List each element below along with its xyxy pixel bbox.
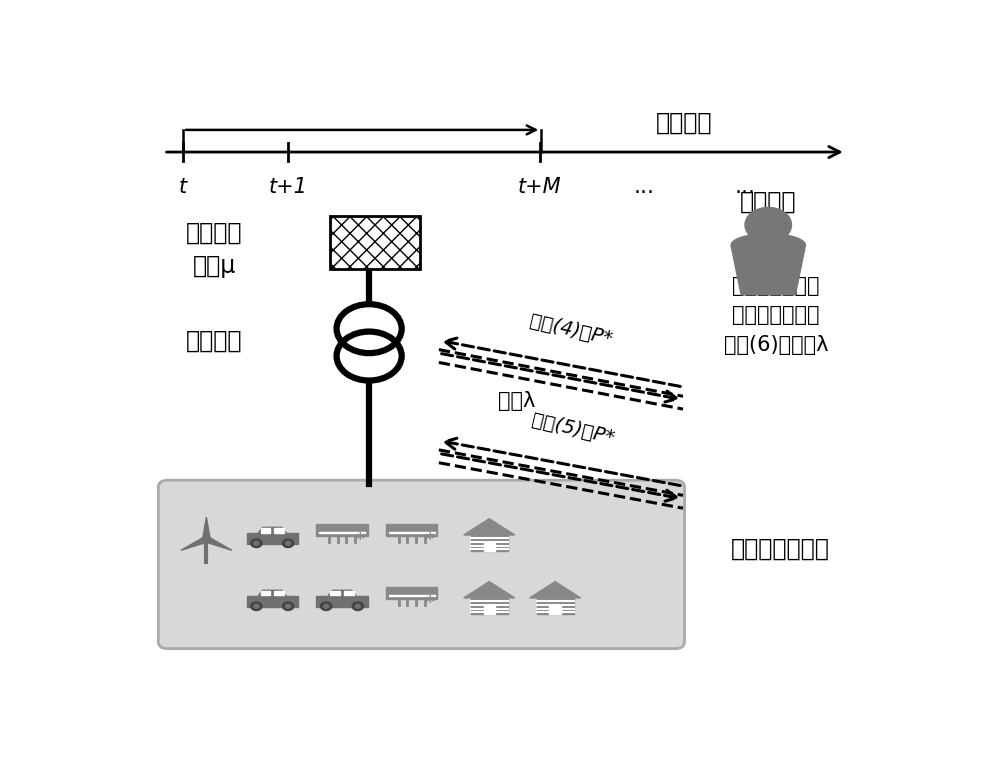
Bar bbox=[247, 596, 298, 606]
Circle shape bbox=[352, 602, 363, 610]
Polygon shape bbox=[530, 581, 581, 598]
Text: 预测基荷、可再
生能源出力；计
算式(6)，更新λ: 预测基荷、可再 生能源出力；计 算式(6)，更新λ bbox=[724, 276, 828, 355]
Bar bbox=[344, 591, 354, 596]
Bar bbox=[471, 534, 508, 551]
Circle shape bbox=[745, 207, 792, 242]
Circle shape bbox=[204, 537, 208, 540]
Bar bbox=[386, 587, 437, 599]
Text: t+1: t+1 bbox=[268, 176, 307, 197]
Bar bbox=[274, 591, 284, 596]
Circle shape bbox=[337, 304, 402, 353]
Text: *: * bbox=[426, 531, 434, 549]
Polygon shape bbox=[464, 581, 515, 598]
Text: 广播λ: 广播λ bbox=[498, 391, 535, 411]
Bar bbox=[549, 605, 561, 614]
Circle shape bbox=[321, 602, 332, 610]
Polygon shape bbox=[731, 234, 805, 294]
Bar bbox=[386, 525, 437, 536]
Bar bbox=[484, 542, 495, 551]
Text: *: * bbox=[356, 531, 365, 549]
Bar bbox=[319, 532, 365, 534]
Bar bbox=[261, 528, 270, 532]
Polygon shape bbox=[328, 590, 356, 596]
Text: t+M: t+M bbox=[518, 176, 561, 197]
Bar bbox=[484, 605, 495, 614]
Polygon shape bbox=[181, 537, 208, 550]
Bar bbox=[330, 217, 420, 269]
Bar bbox=[389, 595, 435, 597]
Bar bbox=[316, 596, 368, 606]
Polygon shape bbox=[204, 537, 232, 550]
Circle shape bbox=[254, 604, 259, 608]
Text: 老化模型: 老化模型 bbox=[186, 329, 242, 352]
Circle shape bbox=[251, 602, 262, 610]
Polygon shape bbox=[258, 528, 286, 533]
Circle shape bbox=[286, 541, 291, 545]
Text: *: * bbox=[426, 593, 434, 612]
Text: t: t bbox=[179, 176, 187, 197]
Text: 配网调度: 配网调度 bbox=[740, 189, 796, 213]
Circle shape bbox=[286, 604, 291, 608]
Text: ...: ... bbox=[734, 176, 756, 197]
Bar bbox=[247, 533, 298, 544]
Bar bbox=[537, 597, 574, 614]
Bar bbox=[330, 591, 340, 596]
Circle shape bbox=[254, 541, 259, 545]
Polygon shape bbox=[258, 590, 286, 596]
Bar bbox=[261, 591, 270, 596]
Bar bbox=[389, 532, 435, 534]
Circle shape bbox=[251, 539, 262, 547]
Text: 负荷功率可行域: 负荷功率可行域 bbox=[730, 537, 829, 560]
Text: 外部电网
电价μ: 外部电网 电价μ bbox=[186, 220, 242, 278]
FancyBboxPatch shape bbox=[158, 480, 685, 649]
Bar bbox=[471, 597, 508, 614]
Circle shape bbox=[355, 604, 360, 608]
Circle shape bbox=[282, 602, 294, 610]
Polygon shape bbox=[464, 519, 515, 535]
Bar bbox=[316, 525, 368, 536]
Text: 求解(5)，P*: 求解(5)，P* bbox=[530, 410, 616, 448]
Text: 滚动优化: 滚动优化 bbox=[656, 111, 712, 135]
Bar bbox=[274, 528, 284, 532]
Text: 求解(4)，P*: 求解(4)，P* bbox=[527, 311, 614, 348]
Circle shape bbox=[337, 332, 402, 381]
Bar bbox=[330, 217, 420, 269]
Circle shape bbox=[282, 539, 294, 547]
Polygon shape bbox=[203, 517, 210, 539]
Circle shape bbox=[324, 604, 329, 608]
Text: ...: ... bbox=[634, 176, 655, 197]
